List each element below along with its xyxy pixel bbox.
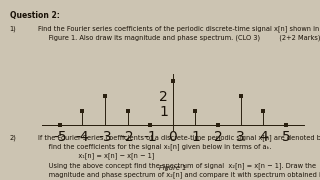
Text: 2): 2) (10, 134, 16, 141)
Text: Question 2:: Question 2: (10, 11, 60, 20)
Text: 1): 1) (10, 26, 16, 32)
Text: If the Fourier Series coefficients of a discrete-time periodic signal x[n] are d: If the Fourier Series coefficients of a … (38, 134, 320, 180)
Text: Find the Fourier series coefficients of the periodic discrete-time signal x[n] s: Find the Fourier series coefficients of … (38, 26, 320, 41)
Text: Figure 1: Figure 1 (159, 165, 187, 171)
